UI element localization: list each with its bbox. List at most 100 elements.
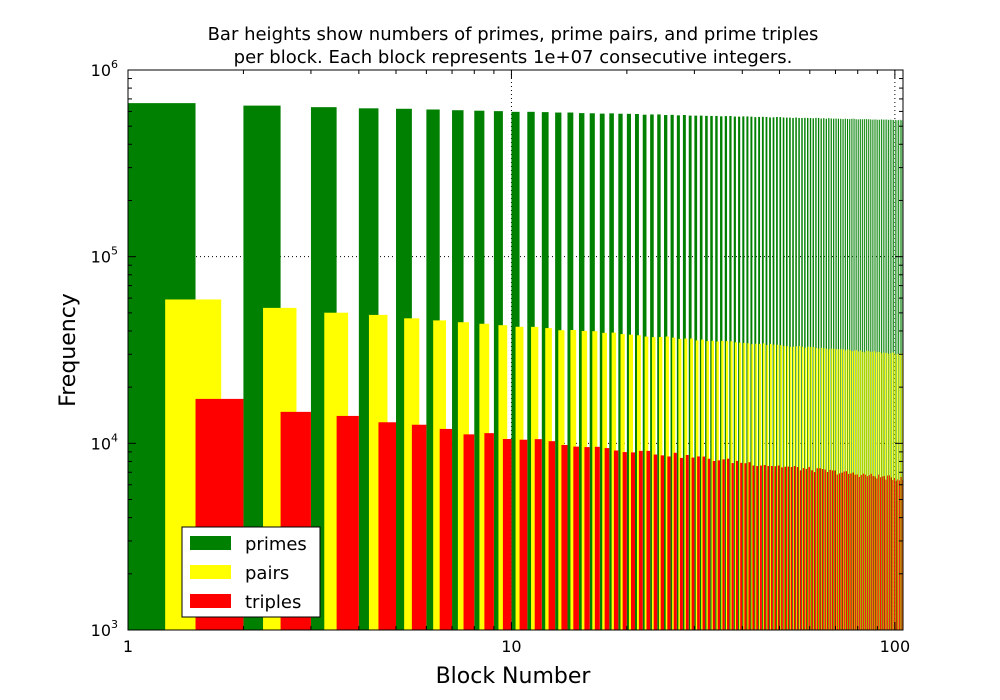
bar-pairs [796,346,798,630]
bar-pairs [783,345,786,630]
bar-triples [685,454,689,630]
bar-pairs [854,350,856,630]
bar-primes [835,118,837,630]
bar-pairs [706,341,709,630]
bar-primes [901,120,903,630]
bar-pairs [644,336,649,630]
bar-primes [851,118,853,630]
bar-pairs [836,349,838,630]
bar-primes [880,119,882,630]
bar-triples [892,479,894,630]
bar-triples [712,460,716,630]
legend-swatch-pairs [190,565,231,579]
bar-pairs [581,330,588,630]
bar-pairs [743,342,746,630]
bar-primes [861,119,863,630]
bar-triples [841,472,843,630]
bar-primes [765,116,768,630]
bar-primes [452,110,464,630]
bar-pairs [762,343,765,630]
bar-pairs [545,328,552,630]
legend: primes pairs triples [181,526,321,618]
bar-triples [673,452,677,630]
bar-primes [840,118,842,630]
legend-label-pairs: pairs [245,563,289,584]
bar-pairs [845,350,847,630]
bar-primes [815,117,817,630]
bar-triples [561,444,568,630]
bar-primes [664,115,668,630]
bar-primes [720,116,723,630]
bar-pairs [611,332,617,630]
bar-primes [746,116,749,630]
bar-pairs [883,352,885,630]
bar-primes [729,115,732,630]
bar-primes [879,119,881,630]
bar-primes [817,117,820,630]
bar-pairs [628,334,633,630]
bar-pairs [874,351,876,630]
bar-primes [779,117,782,630]
bar-triples [874,476,876,630]
bar-primes [705,115,708,630]
bar-pairs [801,346,804,630]
bar-primes [578,113,585,630]
bar-pairs [849,350,851,630]
bar-pairs [515,326,524,630]
bar-pairs [881,353,883,630]
bar-pairs [695,340,699,630]
bar-pairs [759,343,761,630]
bar-pairs [592,331,598,630]
bar-pairs [860,350,862,630]
bar-triples [722,459,725,630]
bar-pairs [498,325,508,630]
bar-triples [697,456,700,630]
bar-pairs [833,348,835,630]
bar-pairs [901,353,903,630]
bar-triples [860,475,862,630]
chart-title-line-2: per block. Each block represents 1e+07 c… [234,47,793,68]
bar-primes [877,119,879,630]
bar-triples [484,433,494,630]
bar-triples [691,457,695,630]
bar-pairs [734,342,738,630]
bar-triples [740,462,743,630]
legend-label-triples: triples [245,592,301,613]
bar-pairs [725,341,729,630]
bar-triples [781,467,783,630]
bar-primes [754,117,757,630]
bar-primes [873,119,875,630]
bar-pairs [711,340,714,630]
bar-pairs [678,338,682,630]
bar-pairs [815,348,818,630]
bar-triples [852,472,854,630]
y-tick-label: 105 [91,245,118,267]
bar-pairs [570,330,577,630]
bar-primes [889,119,891,630]
bar-triples [735,460,739,630]
bar-triples [439,428,453,630]
bar-triples [502,439,512,630]
bar-pairs [813,347,815,630]
bar-pairs [770,343,772,630]
bar-triples [784,466,786,630]
bar-primes [567,112,574,630]
bar-triples [819,468,821,630]
bar-pairs [636,335,641,630]
bar-primes [609,113,614,630]
bar-triples [813,472,816,630]
bar-primes [511,111,520,630]
bar-primes [795,117,797,630]
bar-triples [584,447,590,630]
bar-triples [790,467,793,630]
bar-triples [744,463,747,630]
y-tick-label: 103 [91,618,118,640]
bar-pairs [558,330,565,630]
bar-primes [541,112,549,630]
bar-primes [865,119,867,630]
bar-triples [727,458,730,630]
bar-triples [787,466,790,630]
bar-primes [682,115,686,630]
bar-triples [802,468,805,630]
